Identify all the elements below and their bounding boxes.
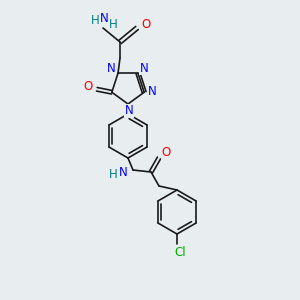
Text: N: N <box>140 62 148 75</box>
Text: N: N <box>118 166 127 178</box>
Text: H: H <box>109 17 117 31</box>
Text: H: H <box>91 14 99 28</box>
Text: N: N <box>106 62 116 75</box>
Text: H: H <box>109 169 117 182</box>
Text: N: N <box>124 104 134 118</box>
Text: O: O <box>161 146 171 160</box>
Text: N: N <box>100 11 108 25</box>
Text: O: O <box>83 80 92 93</box>
Text: N: N <box>148 85 157 98</box>
Text: Cl: Cl <box>174 245 186 259</box>
Text: O: O <box>141 19 151 32</box>
